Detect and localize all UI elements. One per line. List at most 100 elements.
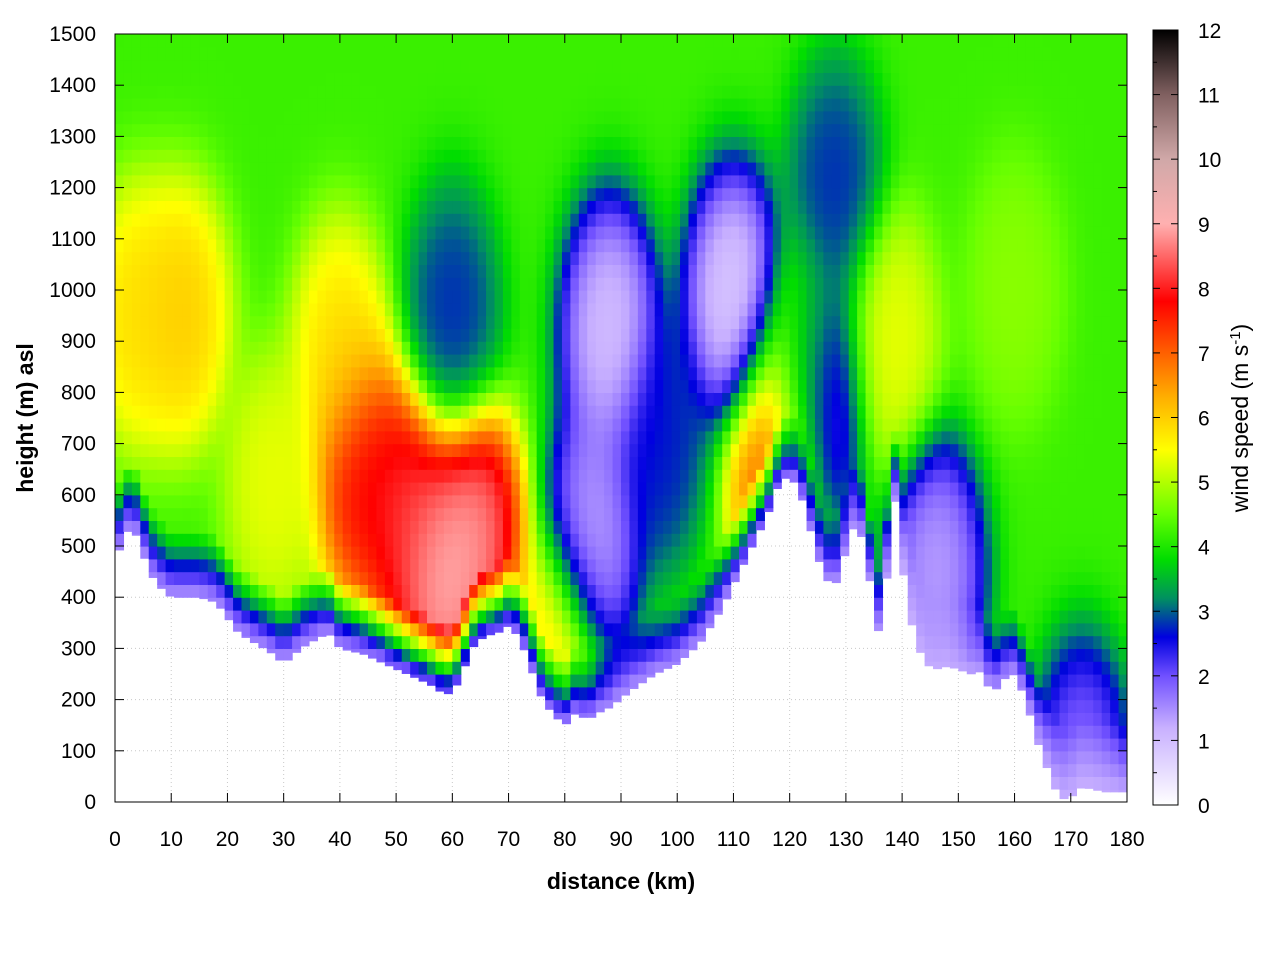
field-cell (376, 72, 386, 86)
field-cell (890, 200, 900, 214)
field-cell (519, 174, 529, 189)
field-cell (654, 610, 664, 624)
field-cell (317, 392, 327, 406)
field-cell (359, 405, 369, 419)
field-cell (300, 136, 310, 150)
field-cell (823, 341, 833, 355)
field-cell (992, 315, 1002, 329)
field-cell (772, 328, 782, 342)
field-cell (401, 46, 411, 61)
field-cell (443, 430, 453, 445)
field-cell (511, 98, 521, 112)
field-cell (612, 85, 622, 99)
field-cell (157, 418, 167, 432)
field-cell (857, 213, 867, 227)
field-cell (561, 290, 571, 304)
field-cell (823, 34, 833, 48)
field-cell (486, 213, 496, 227)
field-cell (443, 558, 453, 573)
field-cell (427, 354, 437, 368)
field-cell (958, 520, 968, 534)
field-cell (890, 302, 900, 317)
field-cell (123, 482, 133, 496)
field-cell (233, 430, 243, 445)
field-cell (393, 34, 403, 48)
field-cell (224, 571, 234, 585)
field-cell (511, 379, 521, 393)
field-cell (334, 558, 344, 573)
field-cell (949, 187, 959, 201)
field-cell (368, 648, 378, 659)
field-cell (233, 149, 243, 163)
field-cell (536, 622, 546, 637)
field-cell (334, 546, 344, 560)
field-cell (587, 110, 597, 125)
field-cell (165, 187, 175, 201)
field-cell (806, 98, 816, 112)
field-cell (696, 507, 706, 521)
field-cell (384, 635, 394, 649)
field-cell (992, 482, 1002, 496)
field-cell (933, 123, 943, 137)
field-cell (317, 520, 327, 534)
field-cell (916, 302, 926, 317)
field-cell (933, 584, 943, 598)
field-cell (292, 110, 302, 125)
field-cell (916, 238, 926, 253)
field-cell (494, 341, 504, 355)
field-cell (486, 149, 496, 163)
field-cell (199, 597, 209, 600)
field-cell (595, 405, 605, 419)
field-cell (857, 162, 867, 176)
field-cell (452, 341, 462, 355)
field-cell (435, 635, 445, 649)
field-cell (671, 226, 681, 240)
field-cell (325, 264, 335, 278)
field-cell (663, 622, 673, 637)
field-cell (351, 482, 361, 496)
field-cell (308, 162, 318, 176)
field-cell (443, 392, 453, 406)
field-cell (528, 366, 538, 381)
field-cell (545, 533, 555, 547)
field-cell (722, 174, 732, 189)
field-cell (308, 622, 318, 637)
field-cell (570, 571, 580, 585)
field-cell (705, 85, 715, 99)
field-cell (882, 418, 892, 432)
field-cell (578, 238, 588, 253)
field-cell (452, 405, 462, 419)
field-cell (857, 187, 867, 201)
field-cell (519, 46, 529, 61)
field-cell (376, 482, 386, 496)
field-cell (266, 405, 276, 419)
field-cell (941, 507, 951, 521)
field-cell (452, 200, 462, 214)
field-cell (410, 238, 420, 253)
field-cell (806, 354, 816, 368)
field-cell (840, 418, 850, 432)
field-cell (502, 226, 512, 240)
field-cell (781, 149, 791, 163)
field-cell (629, 200, 639, 214)
field-cell (165, 443, 175, 457)
field-cell (283, 392, 293, 406)
field-cell (553, 584, 563, 598)
field-cell (410, 226, 420, 240)
field-cell (857, 379, 867, 393)
field-cell (671, 366, 681, 381)
field-cell (351, 379, 361, 393)
field-cell (654, 546, 664, 560)
field-cell (258, 200, 268, 214)
field-cell (359, 494, 369, 509)
field-cell (140, 174, 150, 189)
field-cell (502, 507, 512, 521)
field-cell (241, 622, 251, 637)
field-cell (427, 533, 437, 547)
field-cell (519, 213, 529, 227)
field-cell (975, 379, 985, 393)
field-cell (848, 238, 858, 253)
field-cell (916, 520, 926, 534)
field-cell (545, 315, 555, 329)
field-cell (418, 379, 428, 393)
